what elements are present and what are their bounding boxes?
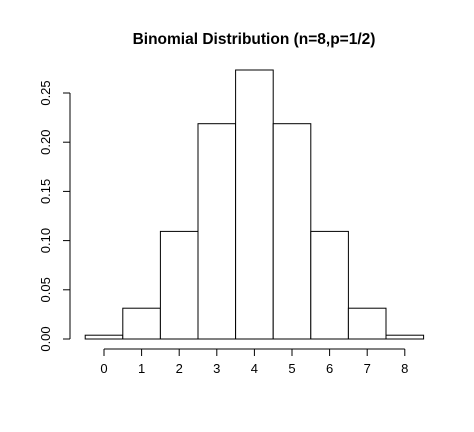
x-tick-label-1: 1 (138, 361, 145, 376)
x-tick-label-7: 7 (364, 361, 371, 376)
y-tick-label-0.25: 0.25 (38, 80, 53, 105)
y-tick-label-0.15: 0.15 (38, 179, 53, 204)
bar-3 (197, 123, 237, 340)
bar-0 (84, 334, 124, 340)
y-tick-label-0.10: 0.10 (38, 228, 53, 253)
bar-4 (235, 69, 274, 340)
y-axis: 0.00 0.05 0.10 0.15 0.20 0.25 (38, 80, 71, 352)
bar-6 (310, 230, 349, 340)
y-tick-label-0.05: 0.05 (38, 277, 53, 302)
x-tick-label-5: 5 (288, 361, 295, 376)
bar-7 (347, 307, 387, 340)
bar-1 (122, 307, 161, 340)
x-tick-label-8: 8 (401, 361, 408, 376)
x-tick-label-4: 4 (251, 361, 258, 376)
y-tick-label-0.00: 0.00 (38, 326, 53, 351)
bars (84, 69, 425, 340)
bar-8 (385, 334, 425, 340)
bar-5 (272, 123, 312, 340)
y-tick-label-0.20: 0.20 (38, 130, 53, 155)
x-tick-label-0: 0 (100, 361, 107, 376)
x-tick-label-2: 2 (176, 361, 183, 376)
bar-2 (159, 230, 199, 340)
x-axis: 0 1 2 3 4 5 6 7 8 (100, 348, 408, 376)
chart-title: Binomial Distribution (n=8,p=1/2) (133, 31, 376, 48)
x-tick-label-3: 3 (213, 361, 220, 376)
x-tick-label-6: 6 (326, 361, 333, 376)
